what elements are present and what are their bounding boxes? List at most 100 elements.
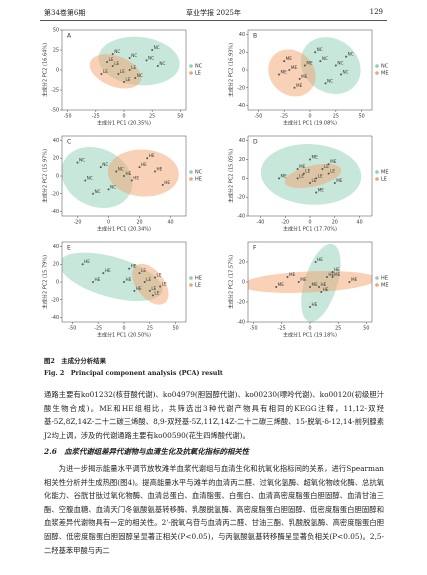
panel-letter: D xyxy=(253,139,258,146)
point-label: LE xyxy=(114,61,119,66)
point-label: ME xyxy=(289,272,296,277)
section-heading: 2.6 血浆代谢组差异代谢物与血清生化及抗氧化指标的相关性 xyxy=(44,447,250,456)
legend-swatch xyxy=(189,177,193,181)
point-label: HE xyxy=(334,267,340,272)
sample-point xyxy=(123,81,125,83)
y-tick-label: 0 xyxy=(56,68,59,74)
sample-point xyxy=(315,177,318,180)
y-axis-title: 主成分2 PC2 (17.57%) xyxy=(228,255,235,309)
point-label: ME xyxy=(336,178,343,183)
x-tick-label: 25 xyxy=(335,326,341,332)
sample-point xyxy=(283,60,286,63)
sample-point xyxy=(133,289,136,292)
x-tick-label: 0 xyxy=(308,326,311,332)
x-tick-label: 0 xyxy=(308,114,311,120)
x-tick-label: 50 xyxy=(173,326,179,332)
y-tick-label: 0 xyxy=(242,68,245,74)
x-axis-title: 主成分1 PC1 (20.35%) xyxy=(97,120,151,127)
sample-point xyxy=(345,55,348,58)
point-label: LE xyxy=(146,277,151,282)
x-tick-label: -25 xyxy=(92,114,100,120)
point-label: HE xyxy=(321,282,327,287)
y-tick-label: 0 xyxy=(242,176,245,182)
x-tick-label: -50 xyxy=(250,326,258,332)
sample-point xyxy=(333,182,336,185)
sample-point xyxy=(111,53,114,55)
y-tick-label: 20 xyxy=(239,260,245,266)
point-label: ME xyxy=(301,74,308,79)
point-label: LE xyxy=(120,69,125,74)
point-label: NC xyxy=(159,61,165,66)
legend-swatch xyxy=(375,283,379,287)
paragraph: 通路主要有ko01232(核苷酸代谢)、ko04979(胆固醇代谢)、ko002… xyxy=(44,390,384,440)
point-label: NC xyxy=(87,175,93,180)
x-tick-label: 40 xyxy=(167,220,173,226)
header-journal: 草业学报 2025年 xyxy=(185,9,242,17)
confidence-ellipse xyxy=(248,271,372,293)
sample-point xyxy=(309,286,311,288)
y-tick-label: 20 xyxy=(53,262,59,268)
point-label: NC xyxy=(337,61,343,66)
point-label: LE xyxy=(109,57,114,62)
panel-letter: C xyxy=(67,139,71,146)
sample-point xyxy=(286,276,289,278)
point-label: LE xyxy=(141,268,146,273)
legend-swatch xyxy=(189,64,193,68)
sample-point xyxy=(348,281,351,283)
sample-point xyxy=(314,51,317,54)
x-tick-label: -50 xyxy=(64,114,72,120)
sample-point xyxy=(148,289,151,292)
sample-point xyxy=(100,73,103,75)
sample-point xyxy=(159,285,162,288)
sample-point xyxy=(340,73,342,76)
point-label: LE xyxy=(157,273,162,278)
y-tick-label: -20 xyxy=(237,300,245,306)
sample-point xyxy=(128,267,131,270)
sample-point xyxy=(107,188,110,191)
sample-point xyxy=(151,49,154,51)
sample-point xyxy=(130,179,133,182)
point-label: NC xyxy=(154,45,160,50)
y-tick-label: 40 xyxy=(53,244,59,250)
legend-label: ME xyxy=(381,283,388,289)
sample-point xyxy=(138,166,141,169)
sample-point xyxy=(278,177,280,180)
legend-swatch xyxy=(375,64,379,68)
y-tick-label: 20 xyxy=(53,156,59,162)
y-tick-label: -40 xyxy=(51,315,59,321)
sample-point xyxy=(154,170,156,173)
x-axis-title: 主成分1 PC1 (20.50%) xyxy=(97,332,151,339)
sample-point xyxy=(278,73,280,76)
y-tick-label: -40 xyxy=(237,214,245,220)
point-label: ME xyxy=(312,282,319,287)
point-label: NC xyxy=(137,73,143,78)
caption-en: Fig. 2 Principal component analysis (PCA… xyxy=(44,369,223,377)
sample-point xyxy=(106,61,109,63)
point-label: NC xyxy=(343,69,349,74)
legend-label: NC xyxy=(195,64,203,70)
sample-point xyxy=(161,183,164,186)
sample-point xyxy=(324,82,327,85)
point-label: ME xyxy=(296,83,303,88)
point-label: NC xyxy=(110,184,116,189)
x-tick-label: -40 xyxy=(256,220,264,226)
panel-letter: E xyxy=(67,245,71,252)
point-label: ME xyxy=(330,159,337,164)
sample-point xyxy=(288,69,291,71)
point-label: ME xyxy=(312,155,319,160)
x-tick-label: 40 xyxy=(357,220,363,226)
sample-point xyxy=(314,261,317,263)
y-axis-title: 主成分2 PC2 (16.64%) xyxy=(42,43,49,97)
point-label: LE xyxy=(154,290,159,295)
legend-label: LE xyxy=(195,71,201,77)
legend-swatch xyxy=(189,71,193,75)
paragraph: 为进一步揭示能量水平调节放牧滩羊血浆代谢组与血清生化和抗氧化指标间的关系，进行S… xyxy=(44,464,384,555)
header-issue: 第34卷第6期 xyxy=(44,9,86,17)
sample-point xyxy=(309,158,311,161)
